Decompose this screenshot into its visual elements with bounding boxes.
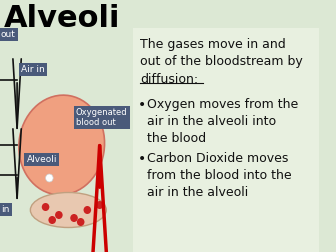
Circle shape <box>55 211 62 219</box>
Text: in: in <box>1 205 9 214</box>
Circle shape <box>84 206 91 214</box>
Circle shape <box>96 201 103 209</box>
Circle shape <box>48 216 56 224</box>
Text: Alveoli: Alveoli <box>4 4 120 33</box>
Text: Oxygenated
blood out: Oxygenated blood out <box>76 108 128 128</box>
Text: diffusion:: diffusion: <box>140 73 199 86</box>
Text: Alveoli: Alveoli <box>27 155 57 164</box>
Text: The gases move in and
out of the bloodstream by: The gases move in and out of the bloodst… <box>140 38 303 68</box>
FancyBboxPatch shape <box>133 28 319 252</box>
Circle shape <box>46 174 53 182</box>
Ellipse shape <box>19 95 104 195</box>
Ellipse shape <box>30 193 106 228</box>
Circle shape <box>77 218 84 226</box>
Text: out: out <box>1 30 16 39</box>
Text: Oxygen moves from the
air in the alveoli into
the blood: Oxygen moves from the air in the alveoli… <box>147 98 298 145</box>
Text: Carbon Dioxide moves
from the blood into the
air in the alveoli: Carbon Dioxide moves from the blood into… <box>147 152 292 199</box>
Text: Air in: Air in <box>21 65 45 74</box>
Circle shape <box>70 214 78 222</box>
Circle shape <box>42 203 49 211</box>
Text: •: • <box>138 152 146 166</box>
Text: •: • <box>138 98 146 112</box>
